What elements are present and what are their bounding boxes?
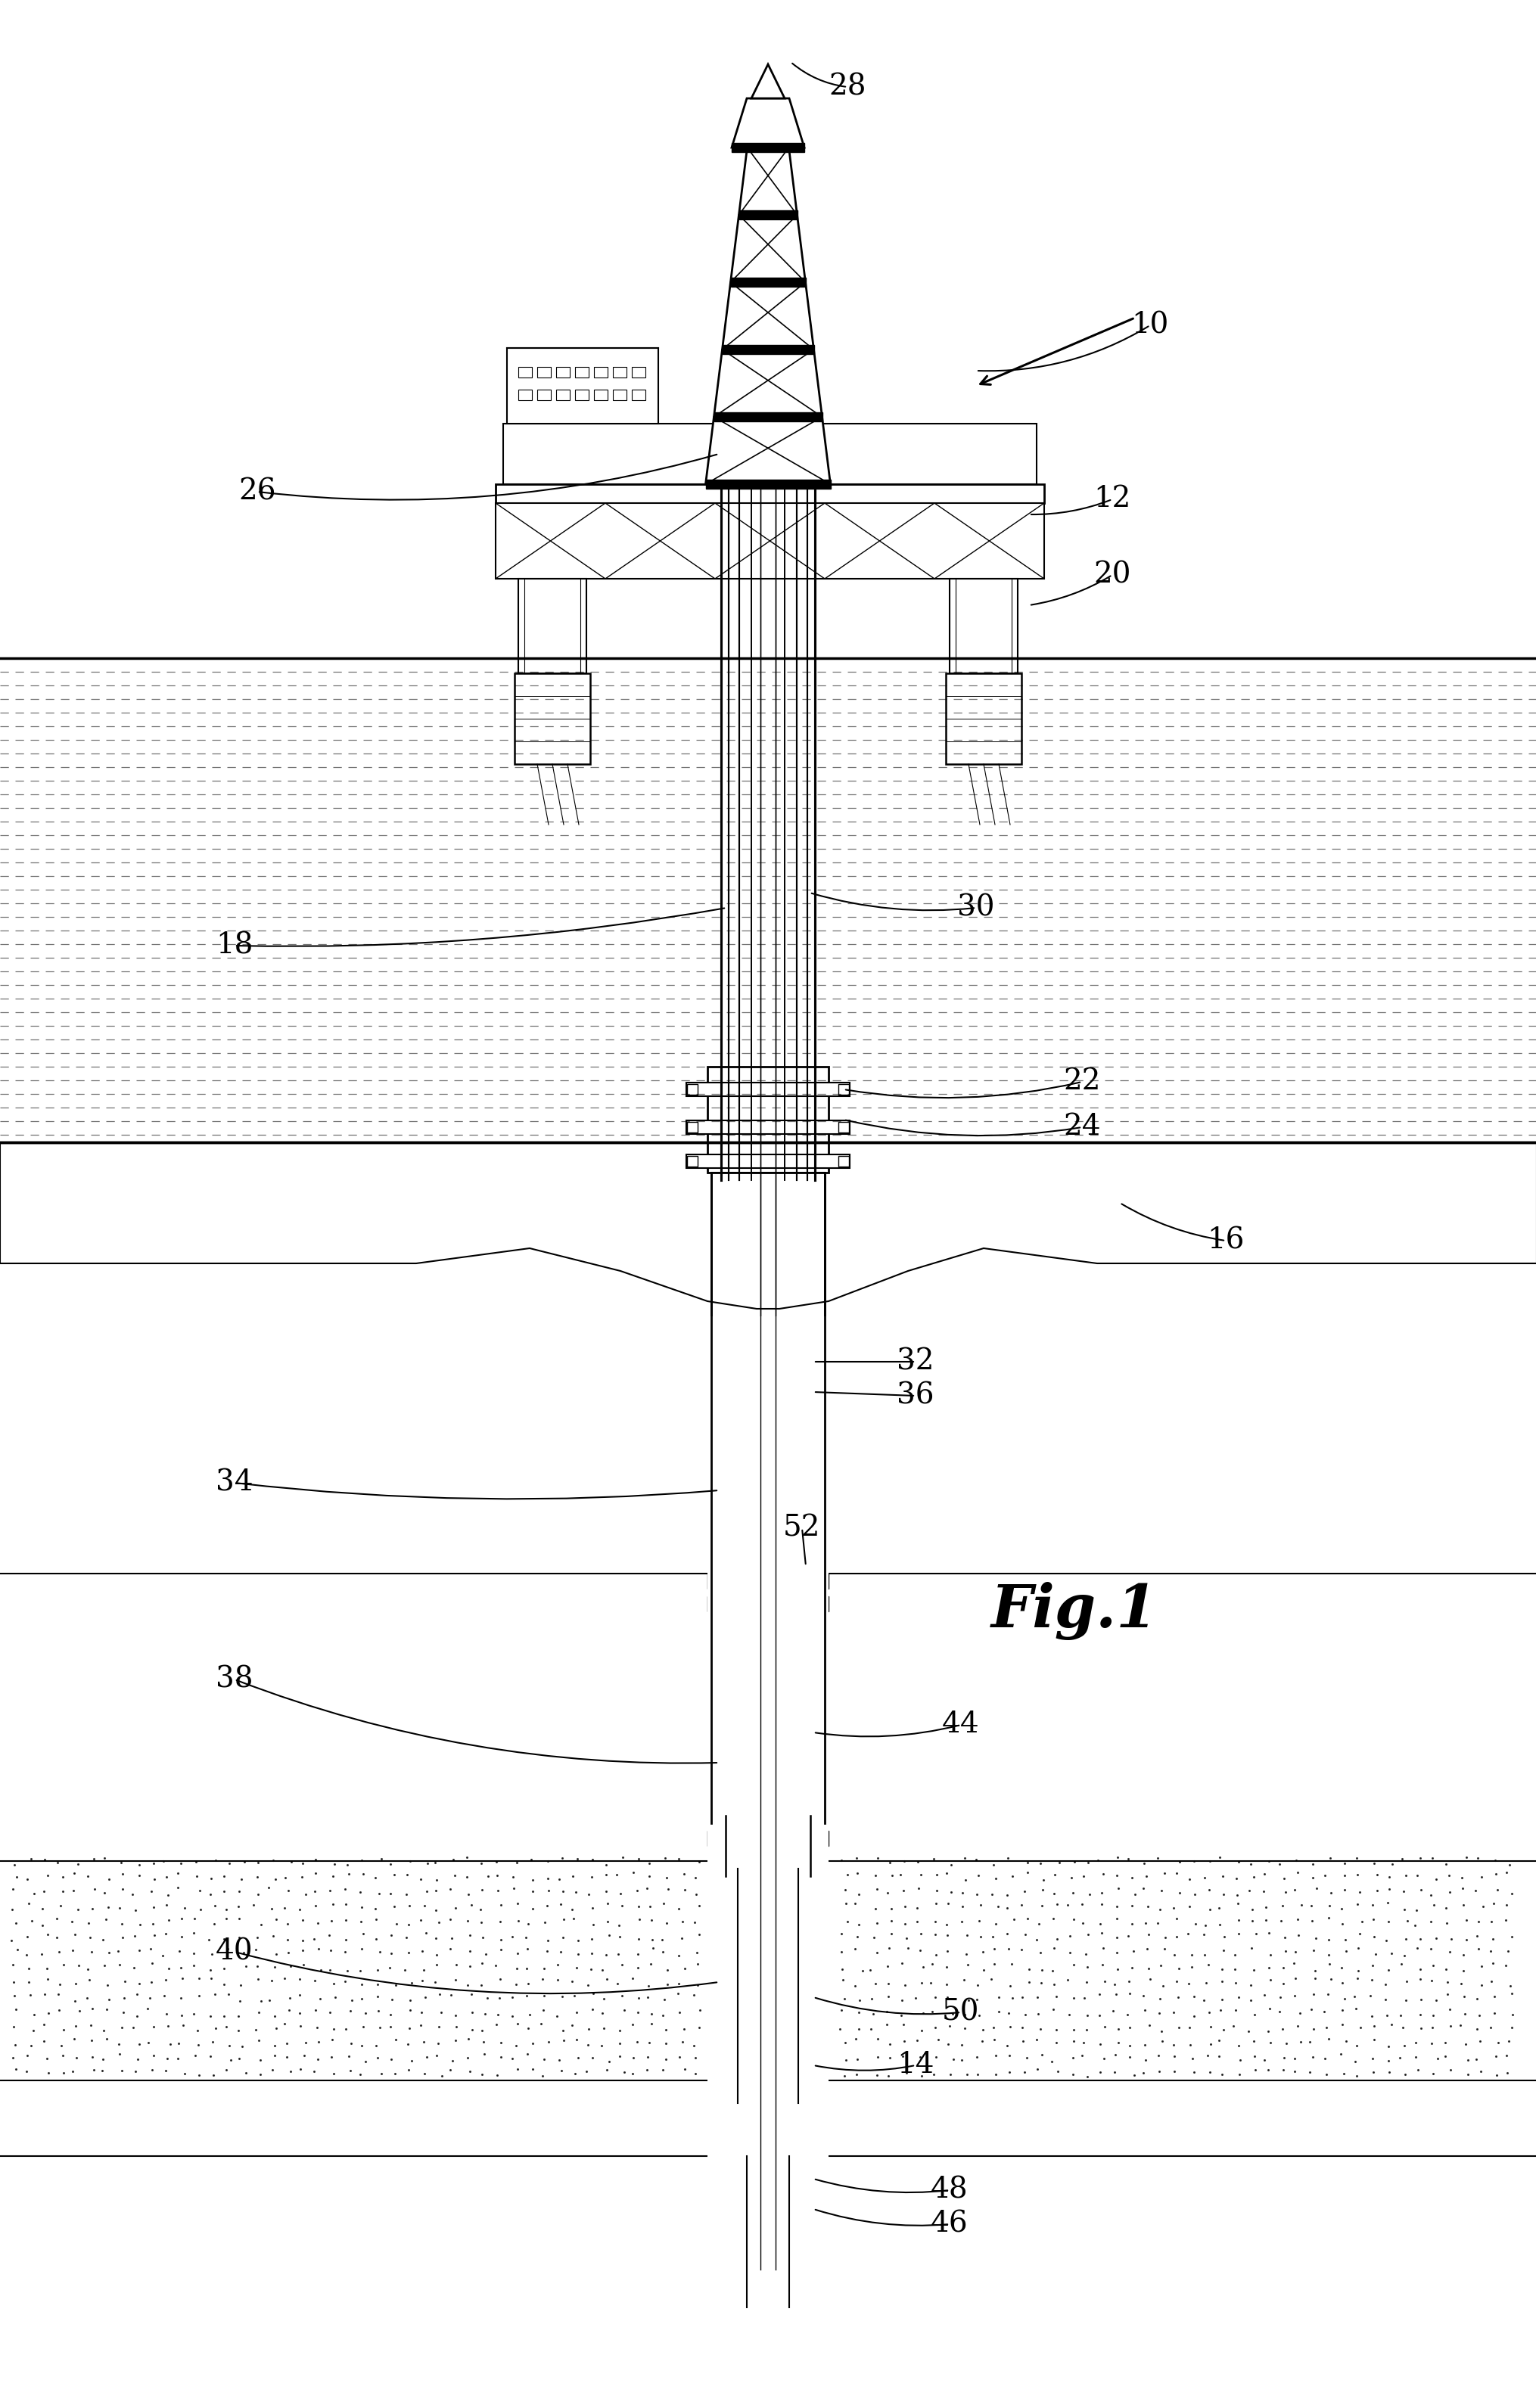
Bar <box>839 1122 848 1132</box>
Bar <box>515 674 590 763</box>
Polygon shape <box>731 99 803 147</box>
Bar <box>631 366 645 378</box>
Bar <box>705 479 829 489</box>
Bar <box>949 578 1017 674</box>
Text: Fig.1: Fig.1 <box>991 1582 1157 1640</box>
Bar <box>574 366 588 378</box>
Text: 40: 40 <box>215 1938 253 1965</box>
Polygon shape <box>705 147 829 484</box>
Bar <box>945 674 1021 763</box>
Text: 10: 10 <box>1130 311 1169 340</box>
Text: 22: 22 <box>1063 1067 1100 1096</box>
Bar <box>594 390 607 400</box>
Bar <box>739 209 797 219</box>
Bar <box>594 366 607 378</box>
Bar <box>736 1849 799 1866</box>
Text: 44: 44 <box>942 1710 980 1739</box>
Polygon shape <box>711 1823 825 1842</box>
Bar <box>574 390 588 400</box>
Bar <box>556 366 570 378</box>
Text: 30: 30 <box>957 893 994 922</box>
Bar <box>731 142 803 152</box>
Bar <box>707 1317 828 2408</box>
Bar <box>496 484 1043 503</box>
Bar <box>507 349 657 424</box>
Text: 34: 34 <box>215 1469 253 1498</box>
Bar <box>687 1122 697 1132</box>
Bar <box>687 1084 697 1096</box>
Bar <box>631 390 645 400</box>
Bar <box>839 1084 848 1096</box>
Bar <box>687 1153 849 1168</box>
Text: 46: 46 <box>931 2211 968 2237</box>
Text: 26: 26 <box>238 477 276 506</box>
Bar <box>714 412 822 421</box>
Text: 32: 32 <box>897 1348 934 1375</box>
Polygon shape <box>0 1141 1536 1310</box>
Bar <box>502 424 1037 484</box>
Bar <box>518 366 531 378</box>
Bar <box>707 1597 828 1611</box>
Text: 28: 28 <box>828 72 866 101</box>
Text: 18: 18 <box>215 932 253 961</box>
Bar <box>707 1572 828 1589</box>
Polygon shape <box>746 2307 790 2348</box>
Bar <box>613 366 627 378</box>
Bar <box>538 390 550 400</box>
Text: 36: 36 <box>897 1382 934 1409</box>
Bar <box>707 1067 828 1173</box>
Bar <box>687 1084 849 1096</box>
Bar <box>707 1830 828 1847</box>
Bar <box>730 277 805 287</box>
Text: 24: 24 <box>1063 1112 1100 1141</box>
Bar <box>687 1120 849 1134</box>
Bar <box>518 390 531 400</box>
Text: 50: 50 <box>942 1999 978 2028</box>
Bar <box>736 2076 799 2093</box>
Bar <box>687 1156 697 1165</box>
Text: 12: 12 <box>1094 486 1130 513</box>
Polygon shape <box>725 1876 809 1890</box>
Text: 48: 48 <box>931 2177 968 2203</box>
Bar <box>613 390 627 400</box>
Bar <box>839 1156 848 1165</box>
Bar <box>722 344 814 354</box>
Bar <box>518 578 587 674</box>
Bar <box>556 390 570 400</box>
Polygon shape <box>751 65 785 99</box>
Text: 14: 14 <box>897 2052 934 2078</box>
Text: 20: 20 <box>1094 561 1130 590</box>
Bar <box>496 503 1043 578</box>
Text: 52: 52 <box>783 1515 820 1541</box>
Bar <box>538 366 550 378</box>
Text: 38: 38 <box>215 1666 253 1693</box>
Text: 16: 16 <box>1206 1226 1244 1255</box>
